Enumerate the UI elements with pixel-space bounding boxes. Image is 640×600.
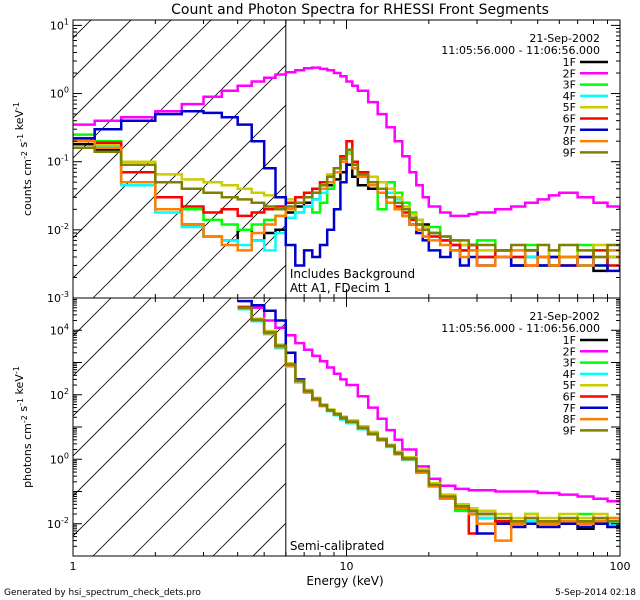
series-group xyxy=(73,66,620,273)
hatch-line xyxy=(92,104,286,298)
legend-label: 7F xyxy=(563,402,576,415)
series-2F-line xyxy=(251,306,620,503)
date-label: 21-Sep-2002 xyxy=(529,32,600,45)
legend-label: 2F xyxy=(563,67,576,80)
hatch-line xyxy=(413,256,640,556)
series-2F-line xyxy=(73,66,620,218)
legend-label: 8F xyxy=(563,135,576,148)
y-tick-label: 104 xyxy=(50,322,69,337)
hatch-line xyxy=(73,20,172,119)
photons-panel: 1 10 100 10-2 100 102 104 photons cm-2 s-1 keV-… xyxy=(0,256,640,573)
legend-label: 3F xyxy=(563,79,576,92)
footer-right: 5-Sep-2014 02:18 xyxy=(555,588,636,598)
y-tick-label: 101 xyxy=(50,17,69,32)
hatch-line xyxy=(132,402,286,556)
footer-left: Generated by hsi_spectrum_check_dets.pro xyxy=(4,588,201,598)
x-tick-label: 100 xyxy=(610,560,631,573)
y-axis-label: counts cm-2 s-1 keV-1 xyxy=(12,102,34,216)
hatch-line xyxy=(252,522,286,556)
y-tick-label: 10-2 xyxy=(47,516,69,531)
legend-label: 9F xyxy=(563,146,576,159)
legend-label: 6F xyxy=(563,391,576,404)
hatch-line xyxy=(73,64,286,279)
legend-label: 5F xyxy=(563,101,576,114)
figure-title: Count and Photon Spectra for RHESSI Fron… xyxy=(171,2,549,18)
y-axis-label: photons cm-2 s-1 keV-1 xyxy=(12,366,34,488)
legend-label: 1F xyxy=(563,56,576,69)
hatch-line xyxy=(212,482,286,556)
hatch-line xyxy=(73,322,286,537)
hatch-line xyxy=(293,256,593,556)
series-9F-line xyxy=(73,146,620,259)
legend-label: 8F xyxy=(563,413,576,426)
series-group xyxy=(237,299,620,542)
counts-panel: 10-3 10-2 10-1 100 101 counts cm-2 s-1 keV-1 2… xyxy=(0,0,621,305)
legend-label: 7F xyxy=(563,124,576,137)
hatch-line xyxy=(73,24,286,239)
hatch-line xyxy=(172,442,286,556)
hatch-line xyxy=(73,298,192,417)
hatch-line xyxy=(172,184,286,298)
x-tick-label: 1 xyxy=(70,560,77,573)
hatch-line xyxy=(373,256,640,556)
hatch-line xyxy=(92,362,286,556)
annotation: Att A1, FDecim 1 xyxy=(290,281,391,295)
series-9F-line xyxy=(237,306,620,523)
y-tick-label: 100 xyxy=(50,86,69,101)
annotation: Includes Background xyxy=(290,267,415,281)
hatch-line xyxy=(73,20,252,199)
legend-label: 3F xyxy=(563,357,576,370)
hatch-line xyxy=(73,298,232,457)
hatch-line xyxy=(73,298,152,377)
legend-label: 9F xyxy=(563,424,576,437)
y-tick-label: 10-2 xyxy=(47,222,69,237)
hatch-line xyxy=(0,0,73,298)
legend-label: 5F xyxy=(563,379,576,392)
legend-label: 4F xyxy=(563,368,576,381)
x-tick-label: 10 xyxy=(340,560,354,573)
hatch-line xyxy=(0,256,73,556)
y-tick-label: 10-1 xyxy=(47,154,69,169)
y-tick-label: 100 xyxy=(50,451,69,466)
hatch-line xyxy=(132,144,286,298)
x-axis-label: Energy (keV) xyxy=(306,574,383,588)
legend-label: 2F xyxy=(563,345,576,358)
legend-label: 4F xyxy=(563,90,576,103)
time-range-label: 11:05:56.000 - 11:06:56.000 xyxy=(441,322,600,335)
hatch-line xyxy=(73,298,112,337)
hatch-line xyxy=(533,256,640,556)
date-label: 21-Sep-2002 xyxy=(529,310,600,323)
time-range-label: 11:05:56.000 - 11:06:56.000 xyxy=(441,44,600,57)
hatch-line xyxy=(73,20,132,79)
y-tick-label: 10-3 xyxy=(47,290,69,305)
legend-label: 1F xyxy=(563,334,576,347)
annotation: Semi-calibrated xyxy=(290,539,385,553)
y-tick-label: 102 xyxy=(50,387,69,402)
legend-label: 6F xyxy=(563,113,576,126)
